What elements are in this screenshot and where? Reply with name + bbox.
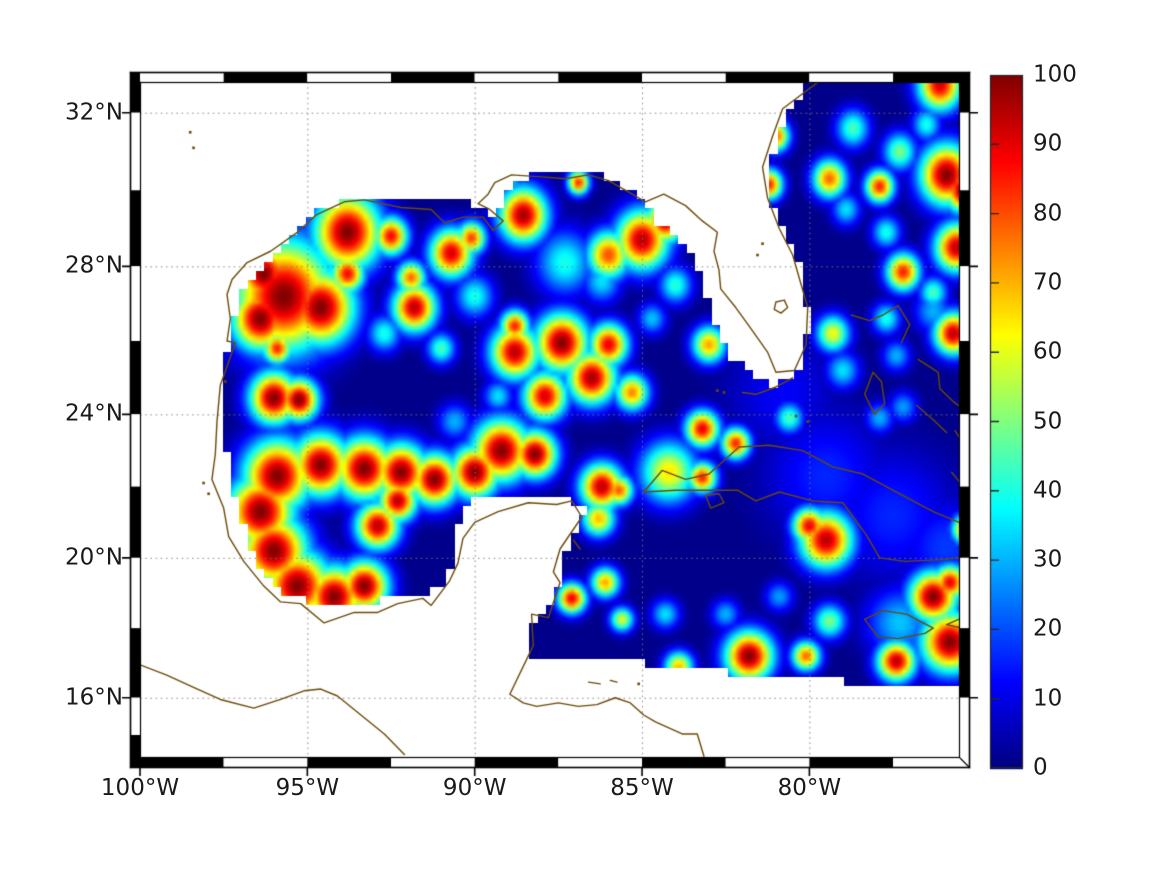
lat-tick-label: 16°N xyxy=(65,684,123,711)
lon-tick-label: 80°W xyxy=(777,775,842,801)
lon-tick-label: 95°W xyxy=(275,775,340,801)
lat-tick-label: 20°N xyxy=(65,544,123,571)
colorbar-tick-label: 90 xyxy=(1033,130,1063,157)
colorbar-tick-label: 70 xyxy=(1033,269,1063,296)
colorbar-tick-label: 60 xyxy=(1033,338,1063,365)
lon-tick-label: 85°W xyxy=(610,775,674,801)
colorbar-tick-label: 10 xyxy=(1033,685,1063,712)
lon-tick-label: 90°W xyxy=(442,775,507,801)
colorbar-tick-label: 80 xyxy=(1033,200,1063,227)
colorbar-tick-label: 100 xyxy=(1033,61,1077,88)
colorbar-tick-label: 50 xyxy=(1033,408,1063,434)
lat-tick-label: 32°N xyxy=(65,99,123,126)
colorbar-tick-label: 40 xyxy=(1033,477,1063,504)
colorbar-tick-label: 20 xyxy=(1033,615,1063,642)
lat-tick-label: 28°N xyxy=(65,252,123,279)
colorbar-tick-label: 30 xyxy=(1033,546,1063,573)
lon-tick-label: 100°W xyxy=(100,775,180,801)
lat-tick-label: 24°N xyxy=(65,400,123,427)
colorbar-tick-label: 0 xyxy=(1033,754,1048,781)
